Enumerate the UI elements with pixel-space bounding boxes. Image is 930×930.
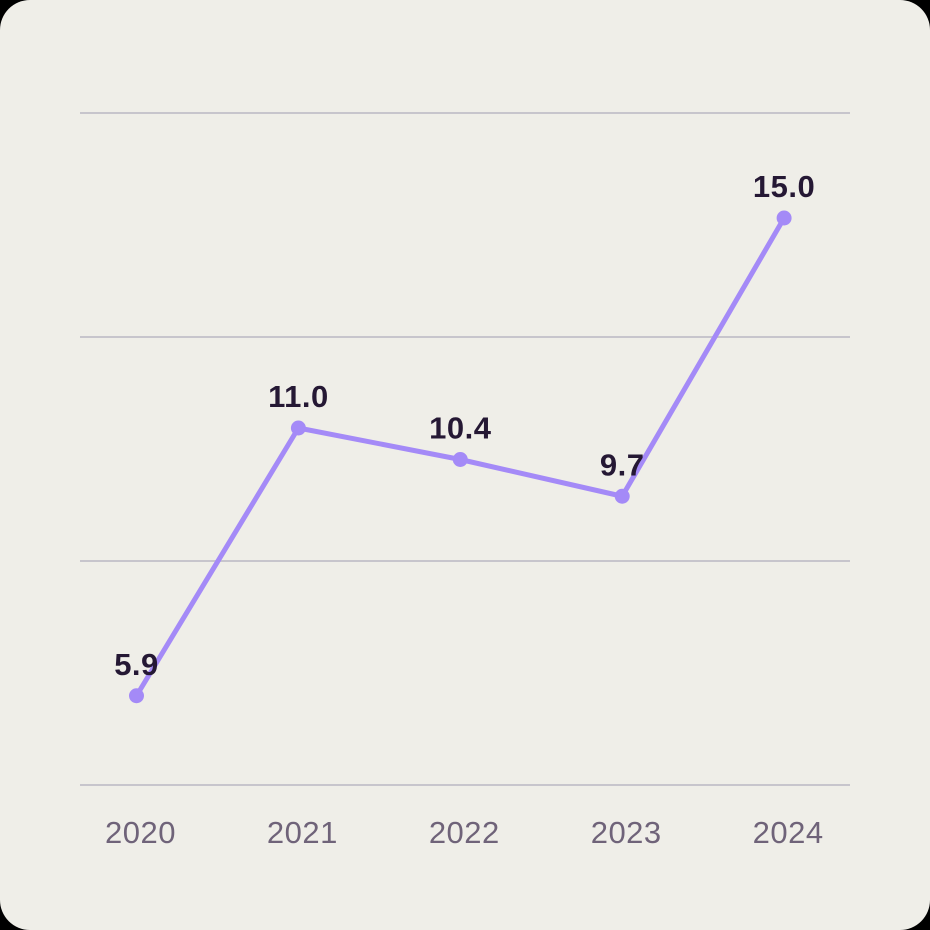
data-point — [290, 420, 306, 436]
data-point — [452, 452, 468, 467]
data-point-label: 11.0 — [268, 379, 329, 414]
data-point-label: 15.0 — [753, 169, 815, 204]
data-point-label: 5.9 — [114, 647, 159, 682]
data-point-label: 10.4 — [429, 411, 492, 446]
data-point — [129, 688, 144, 704]
data-point — [776, 210, 792, 226]
data-point-label: 9.7 — [600, 447, 645, 482]
x-axis-label: 2022 — [429, 815, 500, 850]
x-axis-label: 2024 — [753, 815, 824, 850]
data-point — [614, 488, 630, 504]
x-axis-label: 2020 — [105, 815, 176, 850]
x-axis-label: 2021 — [267, 815, 338, 850]
x-axis-label: 2023 — [591, 815, 662, 850]
